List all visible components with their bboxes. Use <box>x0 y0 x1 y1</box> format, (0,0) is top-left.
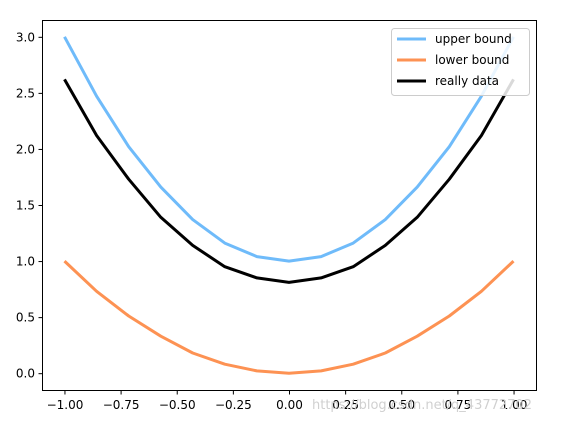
y-tick-label: 2.5 <box>16 86 35 100</box>
x-tick-label: 1.00 <box>501 398 528 412</box>
x-tick-label: 0.00 <box>276 398 303 412</box>
legend-label-0: upper bound <box>435 32 512 46</box>
series-layer <box>63 36 515 375</box>
y-tick-label: 2.0 <box>16 142 35 156</box>
x-tick-label: −0.25 <box>215 398 252 412</box>
legend-label-1: lower bound <box>435 53 509 67</box>
x-tick-label: −1.00 <box>47 398 84 412</box>
y-tick-label: 0.5 <box>16 311 35 325</box>
x-tick-label: −0.50 <box>159 398 196 412</box>
x-axis: −1.00 −0.75 −0.50 −0.25 0.00 0.25 0.50 0.75 1.00 <box>47 390 528 412</box>
series-line-2 <box>63 78 515 284</box>
x-tick-label: 0.75 <box>445 398 472 412</box>
series-line-1 <box>63 260 515 375</box>
x-tick-label: −0.75 <box>103 398 140 412</box>
legend-box <box>391 28 530 96</box>
x-tick-label: 0.25 <box>332 398 359 412</box>
x-tick-label: 0.50 <box>388 398 415 412</box>
y-tick-label: 3.0 <box>16 30 35 44</box>
y-axis: 0.0 0.5 1.0 1.5 2.0 2.5 3.0 <box>16 30 43 381</box>
legend: upper bound lower bound really data <box>391 28 530 96</box>
y-tick-label: 0.0 <box>16 367 35 381</box>
legend-label-2: really data <box>435 74 499 88</box>
watermark-text: https://blog.csdn.net/q_43772702 <box>312 398 532 413</box>
series-line-0 <box>63 36 515 263</box>
y-tick-label: 1.0 <box>16 255 35 269</box>
y-tick-label: 1.5 <box>16 199 35 213</box>
